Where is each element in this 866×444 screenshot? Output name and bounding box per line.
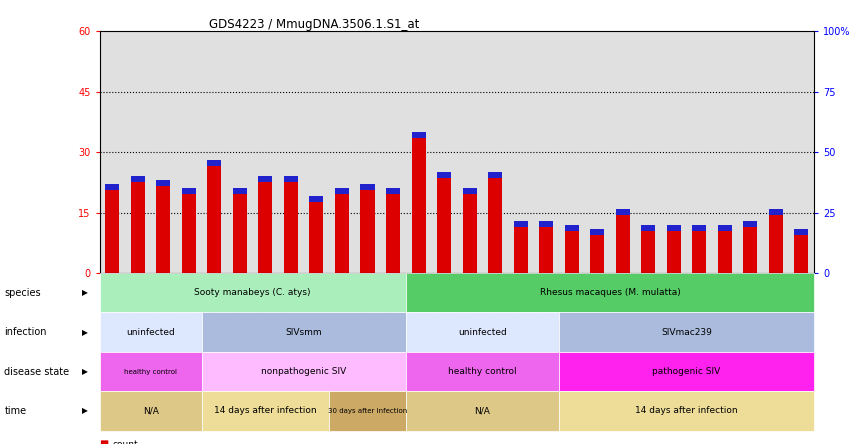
- Bar: [794, 229, 808, 273]
- Bar: [667, 225, 681, 231]
- Bar: [718, 225, 732, 231]
- Text: SIVsmm: SIVsmm: [286, 328, 322, 337]
- Bar: [182, 188, 196, 194]
- Bar: [743, 221, 757, 273]
- Bar: [514, 221, 527, 273]
- Bar: [769, 209, 783, 214]
- Text: infection: infection: [4, 327, 47, 337]
- Bar: [157, 180, 171, 186]
- Bar: [411, 132, 425, 138]
- Text: N/A: N/A: [475, 406, 490, 416]
- Bar: [335, 188, 349, 194]
- Bar: [309, 196, 324, 273]
- Bar: [437, 172, 451, 178]
- Bar: [335, 188, 349, 273]
- Bar: [488, 172, 502, 273]
- Bar: [794, 229, 808, 235]
- Bar: [590, 229, 604, 235]
- Bar: [692, 225, 707, 273]
- Text: 14 days after infection: 14 days after infection: [635, 406, 738, 416]
- Bar: [360, 184, 374, 273]
- Text: ▶: ▶: [82, 288, 87, 297]
- Bar: [692, 225, 707, 231]
- Bar: [411, 132, 425, 273]
- Text: count: count: [113, 440, 139, 444]
- Text: Rhesus macaques (M. mulatta): Rhesus macaques (M. mulatta): [540, 288, 681, 297]
- Text: 14 days after infection: 14 days after infection: [214, 406, 317, 416]
- Text: uninfected: uninfected: [458, 328, 507, 337]
- Text: time: time: [4, 406, 27, 416]
- Bar: [131, 176, 145, 273]
- Bar: [437, 172, 451, 273]
- Bar: [106, 184, 120, 190]
- Bar: [462, 188, 476, 194]
- Bar: [540, 221, 553, 227]
- Bar: [207, 160, 222, 166]
- Bar: [667, 225, 681, 273]
- Bar: [233, 188, 247, 194]
- Bar: [131, 176, 145, 182]
- Bar: [488, 172, 502, 178]
- Bar: [386, 188, 400, 194]
- Bar: [360, 184, 374, 190]
- Text: SIVmac239: SIVmac239: [661, 328, 712, 337]
- Text: Sooty manabeys (C. atys): Sooty manabeys (C. atys): [195, 288, 311, 297]
- Text: healthy control: healthy control: [448, 367, 517, 376]
- Bar: [462, 188, 476, 273]
- Bar: [182, 188, 196, 273]
- Text: healthy control: healthy control: [124, 369, 178, 375]
- Text: ▶: ▶: [82, 367, 87, 376]
- Text: uninfected: uninfected: [126, 328, 175, 337]
- Bar: [565, 225, 578, 273]
- Text: pathogenic SIV: pathogenic SIV: [652, 367, 721, 376]
- Bar: [284, 176, 298, 182]
- Bar: [616, 209, 630, 214]
- Text: ▶: ▶: [82, 328, 87, 337]
- Bar: [540, 221, 553, 273]
- Bar: [258, 176, 273, 273]
- Bar: [258, 176, 273, 182]
- Text: 30 days after infection: 30 days after infection: [328, 408, 407, 414]
- Text: species: species: [4, 288, 41, 298]
- Bar: [233, 188, 247, 273]
- Bar: [514, 221, 527, 227]
- Bar: [309, 196, 324, 202]
- Bar: [157, 180, 171, 273]
- Bar: [641, 225, 656, 231]
- Text: ■: ■: [100, 439, 109, 444]
- Bar: [590, 229, 604, 273]
- Bar: [284, 176, 298, 273]
- Bar: [106, 184, 120, 273]
- Text: ▶: ▶: [82, 406, 87, 416]
- Bar: [565, 225, 578, 231]
- Bar: [641, 225, 656, 273]
- Bar: [718, 225, 732, 273]
- Bar: [743, 221, 757, 227]
- Bar: [386, 188, 400, 273]
- Text: nonpathogenic SIV: nonpathogenic SIV: [261, 367, 346, 376]
- Text: N/A: N/A: [143, 406, 158, 416]
- Text: GDS4223 / MmugDNA.3506.1.S1_at: GDS4223 / MmugDNA.3506.1.S1_at: [209, 18, 419, 31]
- Bar: [769, 209, 783, 273]
- Bar: [616, 209, 630, 273]
- Bar: [207, 160, 222, 273]
- Text: disease state: disease state: [4, 367, 69, 377]
